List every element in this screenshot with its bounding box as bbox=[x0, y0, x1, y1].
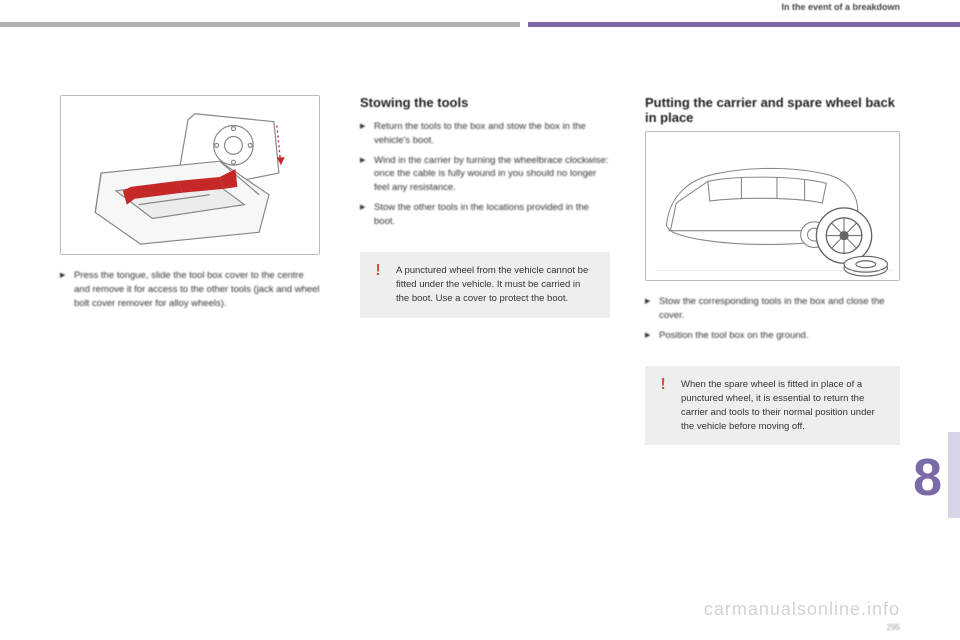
header-bar bbox=[0, 22, 960, 27]
header-bar-gap bbox=[520, 22, 528, 27]
warning-icon: ! bbox=[655, 376, 671, 392]
figure-toolbox bbox=[60, 95, 320, 255]
col2-bullet-0: Return the tools to the box and stow the… bbox=[360, 120, 610, 148]
header-bar-purple bbox=[528, 22, 960, 27]
col3-bullet-0: Stow the corresponding tools in the box … bbox=[645, 295, 900, 323]
col1-caption-list: Press the tongue, slide the tool box cov… bbox=[60, 269, 320, 310]
column-3: Putting the carrier and spare wheel back… bbox=[645, 95, 900, 445]
col3-bullet-1: Position the tool box on the ground. bbox=[645, 329, 900, 343]
col2-heading: Stowing the tools bbox=[360, 95, 610, 110]
col2-bullet-2: Stow the other tools in the locations pr… bbox=[360, 201, 610, 229]
col3-heading: Putting the carrier and spare wheel back… bbox=[645, 95, 900, 125]
watermark: carmanualsonline.info bbox=[704, 599, 900, 620]
vehicle-illustration bbox=[646, 132, 899, 280]
col2-bullets: Return the tools to the box and stow the… bbox=[360, 120, 610, 228]
col3-callout: ! When the spare wheel is fitted in plac… bbox=[645, 366, 900, 445]
column-2: Stowing the tools Return the tools to th… bbox=[360, 95, 610, 318]
warning-icon: ! bbox=[370, 262, 386, 278]
col1-caption: Press the tongue, slide the tool box cov… bbox=[60, 269, 320, 310]
header-bar-grey bbox=[0, 22, 520, 27]
chapter-tab bbox=[948, 432, 960, 518]
col2-bullet-1: Wind in the carrier by turning the wheel… bbox=[360, 154, 610, 195]
toolbox-illustration bbox=[61, 96, 319, 254]
col3-bullets: Stow the corresponding tools in the box … bbox=[645, 295, 900, 342]
col2-callout-text: A punctured wheel from the vehicle canno… bbox=[396, 265, 588, 304]
page-number: 295 bbox=[887, 623, 900, 632]
figure-vehicle bbox=[645, 131, 900, 281]
col3-callout-text: When the spare wheel is fitted in place … bbox=[681, 379, 875, 431]
chapter-number: 8 bbox=[913, 448, 942, 508]
section-label: In the event of a breakdown bbox=[781, 2, 900, 12]
col2-callout: ! A punctured wheel from the vehicle can… bbox=[360, 252, 610, 317]
column-1: Press the tongue, slide the tool box cov… bbox=[60, 95, 320, 316]
